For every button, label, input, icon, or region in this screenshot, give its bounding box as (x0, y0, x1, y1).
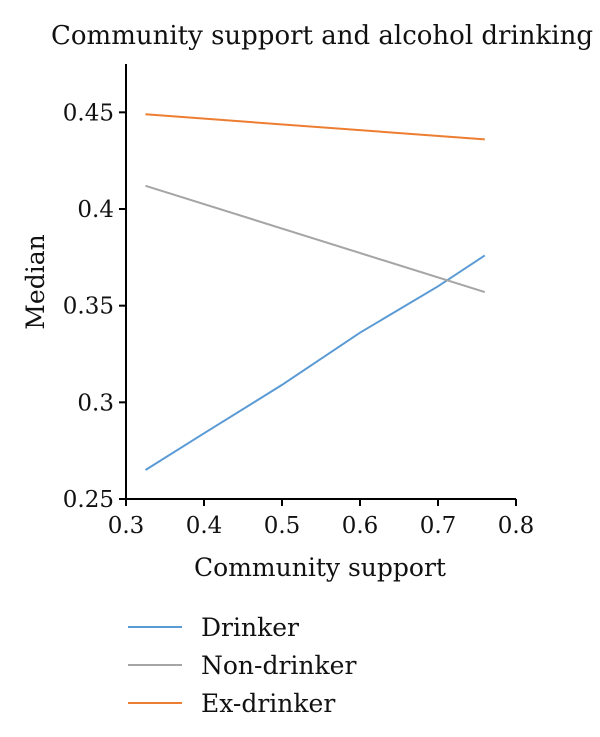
x-tick-label: 0.7 (420, 513, 457, 539)
y-tick-label: 0.3 (77, 390, 114, 416)
y-tick-label: 0.4 (77, 197, 114, 223)
y-tick-label: 0.35 (63, 294, 114, 320)
plot-area: 0.250.30.350.40.45 0.3 0.4 0.5 0.6 0.7 0.8 (63, 64, 535, 539)
series-line-drinker (144, 254, 486, 471)
legend-label-drinker: Drinker (201, 613, 299, 642)
series-line-non-drinker (145, 184, 486, 294)
y-tick-label: 0.45 (63, 100, 114, 126)
chart-title: Community support and alcohol drinking (51, 21, 593, 51)
y-ticks: 0.25 0.3 0.35 0.4 0.45 (63, 100, 126, 513)
x-tick-label: 0.6 (342, 513, 379, 539)
legend-label-ex-drinker: Ex-drinker (201, 689, 335, 718)
x-tick-label: 0.4 (186, 513, 223, 539)
series-lines (144, 113, 486, 471)
x-tick-label: 0.5 (264, 513, 301, 539)
x-tick-label: 0.8 (498, 513, 535, 539)
x-axis-label: Community support (194, 553, 446, 582)
y-axis-label: Median (21, 234, 50, 329)
series-line-ex-drinker (145, 113, 485, 141)
legend: Drinker Non-drinker Ex-drinker (128, 613, 356, 718)
legend-label-non-drinker: Non-drinker (201, 651, 356, 680)
x-tick-label: 0.3 (108, 513, 145, 539)
y-tick-label: 0.25 (63, 487, 114, 513)
x-ticks: 0.3 0.4 0.5 0.6 0.7 0.8 (108, 499, 535, 539)
